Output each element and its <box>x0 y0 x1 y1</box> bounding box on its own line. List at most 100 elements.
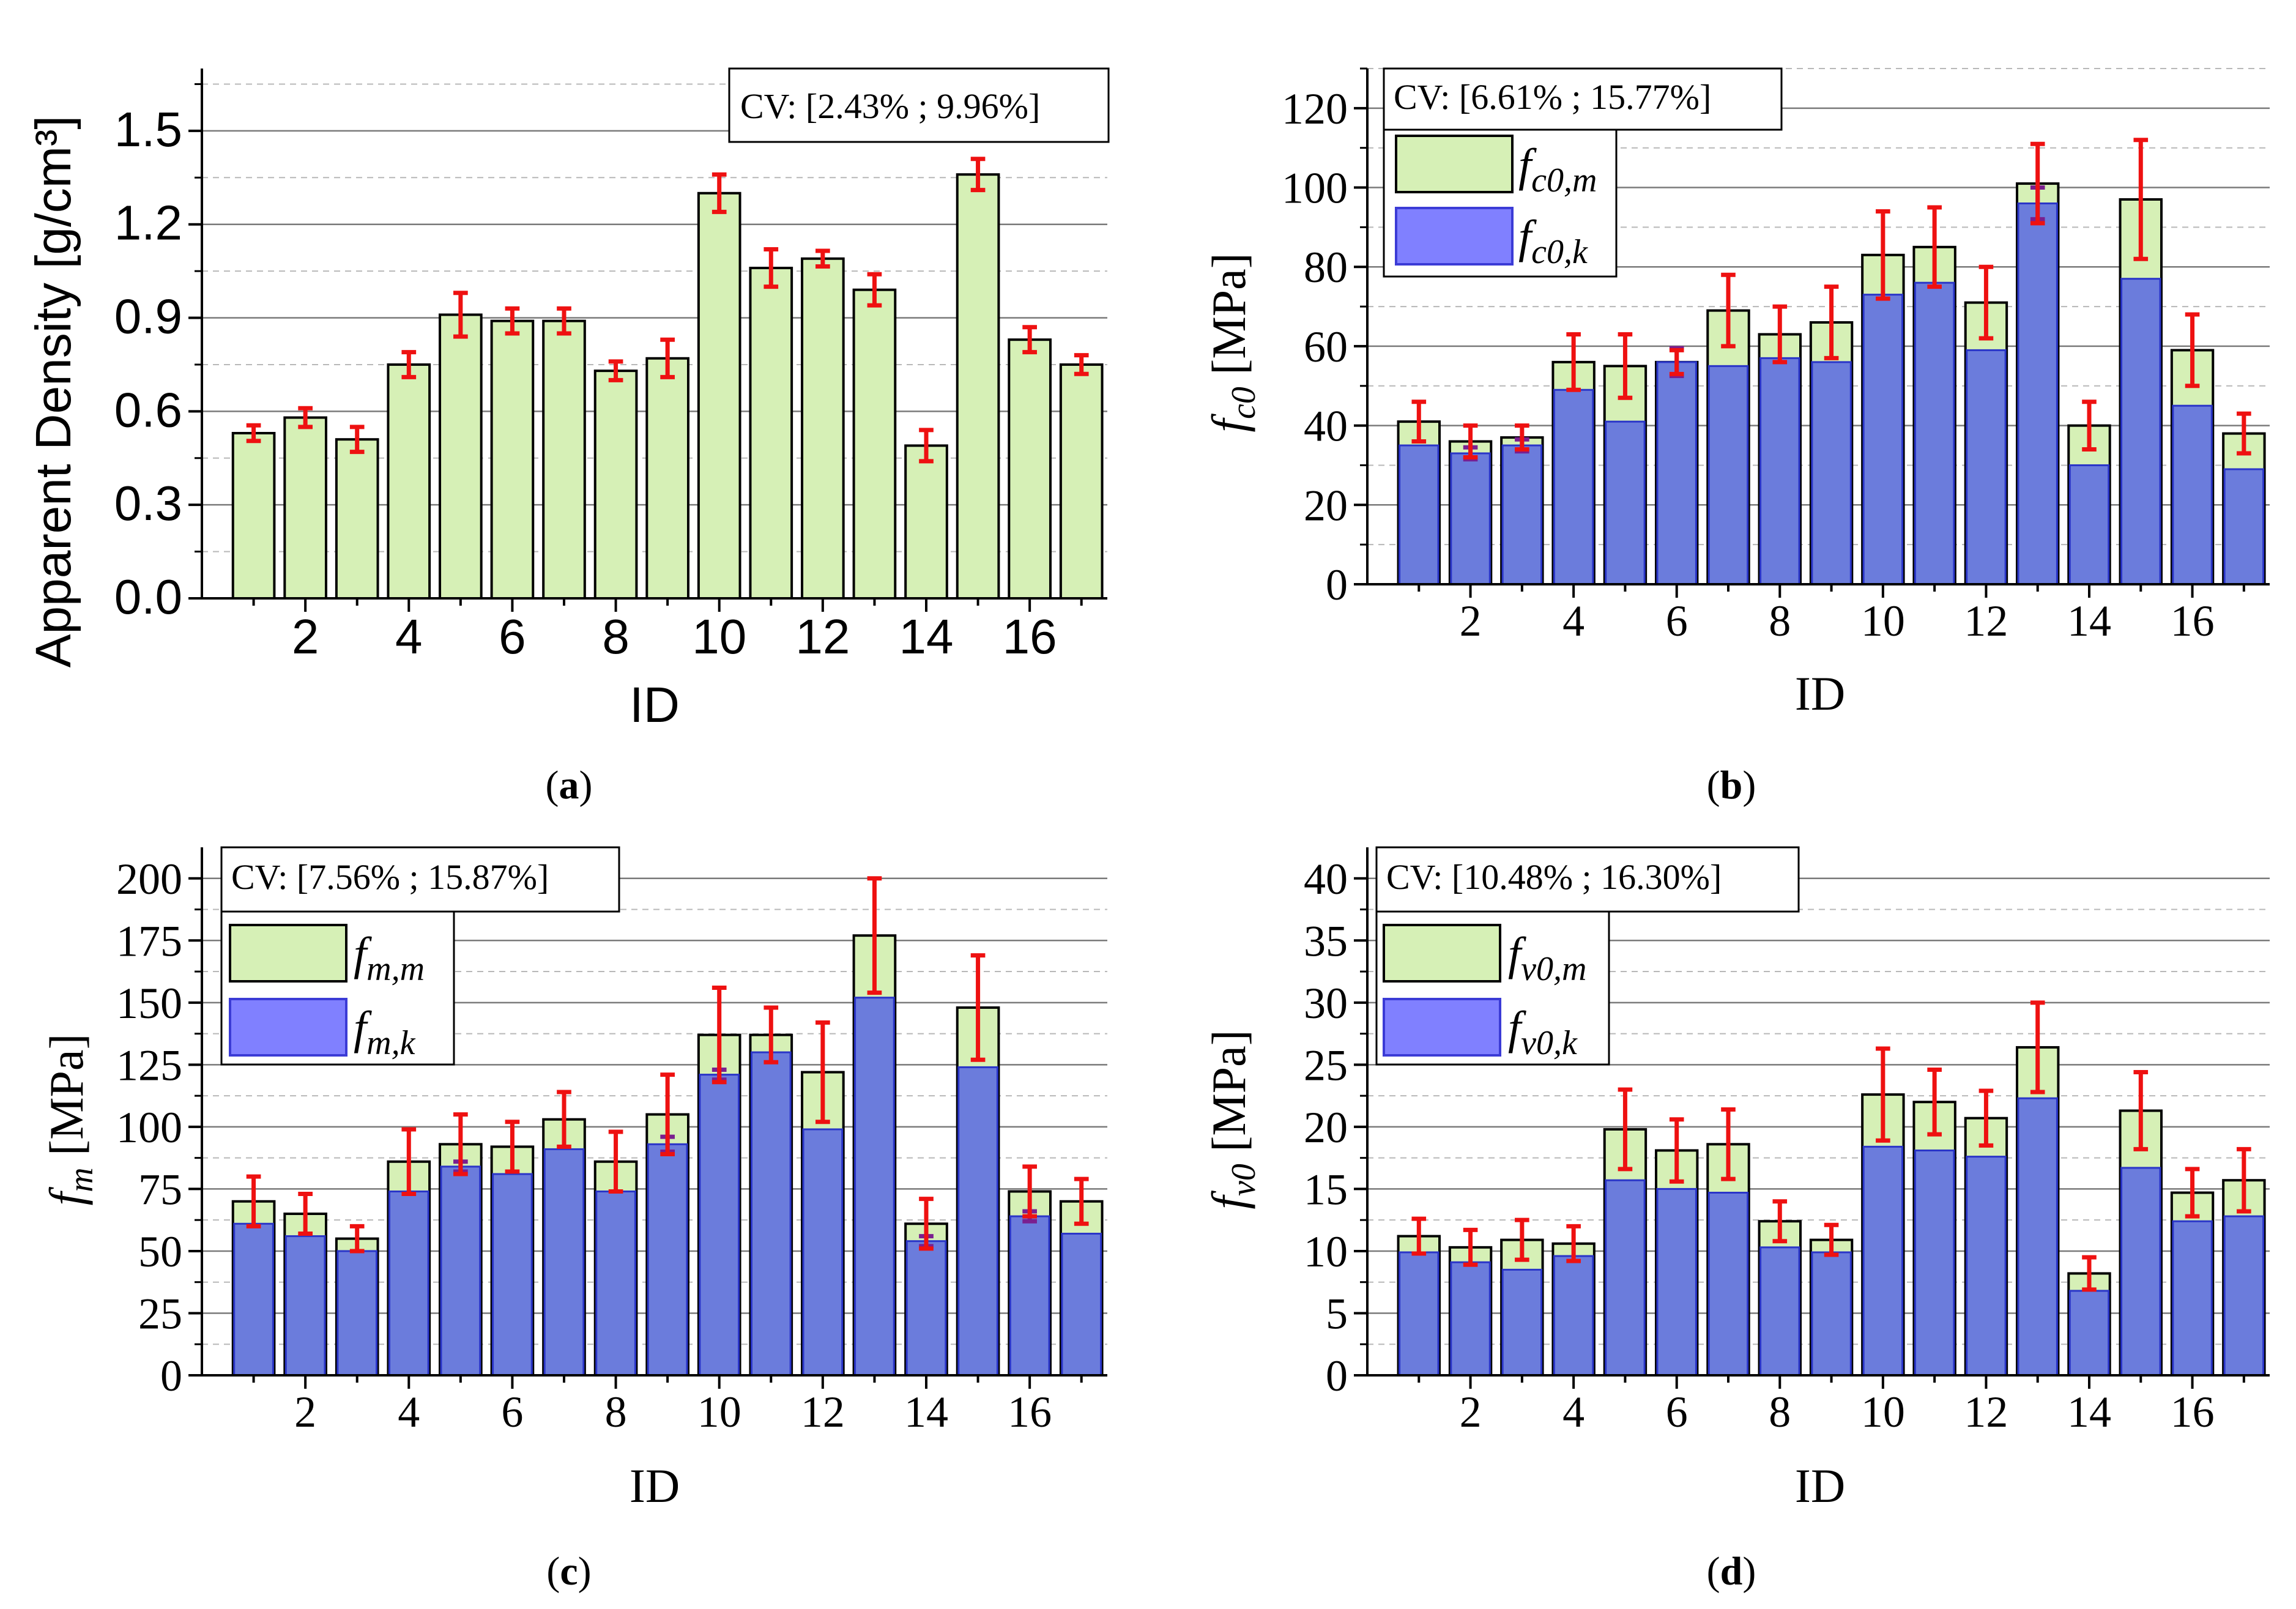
legend-label-char: fv0,k <box>1508 1002 1578 1062</box>
bar-characteristic <box>284 1235 326 1377</box>
x-tick-label: 12 <box>801 1388 845 1436</box>
bar-characteristic <box>647 1143 688 1377</box>
y-tick-label: 1.2 <box>114 196 182 250</box>
cv-text: CV: [7.56% ; 15.87%] <box>231 857 549 897</box>
legend-label-mean-sub: m,m <box>366 950 425 988</box>
y-tick-label: 20 <box>1304 1103 1348 1152</box>
x-tick-label: 14 <box>904 1388 948 1436</box>
bar-mean <box>542 319 586 600</box>
x-tick-label: 2 <box>292 609 319 664</box>
bar-characteristic <box>1707 365 1749 585</box>
bar-characteristic <box>1811 1251 1852 1377</box>
y-tick-label: 20 <box>1304 481 1348 530</box>
x-tick-label: 12 <box>795 609 850 664</box>
y-axis-title-unit: [MPa] <box>1202 253 1255 387</box>
y-tick-label: 50 <box>138 1227 182 1276</box>
y-axis-title: fv0 [MPa] <box>1202 1030 1263 1209</box>
bar-characteristic <box>1501 444 1543 585</box>
y-tick-label: 1.5 <box>114 102 182 157</box>
panel-label-d: (d) <box>1707 1549 1756 1594</box>
panel-label-close: ) <box>1742 763 1756 808</box>
y-axis-title-sub: v0 <box>1225 1164 1263 1196</box>
legend-label-mean-sub: c0,m <box>1531 162 1597 199</box>
x-tick-label: 16 <box>1008 1388 1052 1436</box>
bar-characteristic <box>1759 357 1800 585</box>
bar-characteristic <box>1966 349 2007 585</box>
panel-c: 0 25 50 75 100 125 150 175 200 2 4 6 8 10 12 14 16 CV: [… <box>40 846 1107 1594</box>
x-tick-label: 14 <box>2067 596 2111 645</box>
bar-characteristic <box>802 1128 844 1377</box>
bar-characteristic <box>2120 278 2161 585</box>
legend-swatch-mean <box>1395 135 1514 193</box>
bar-characteristic <box>2172 404 2213 585</box>
x-tick-label: 10 <box>1861 596 1905 645</box>
x-tick-label: 14 <box>899 609 954 664</box>
bar-mean <box>904 444 948 600</box>
x-tick-label: 16 <box>1003 609 1057 664</box>
panel-d-legend: fv0,m fv0,k <box>1375 910 1610 1066</box>
y-tick-label: 100 <box>1282 164 1348 213</box>
bar-characteristic <box>750 1051 792 1377</box>
bar-characteristic <box>957 1066 998 1377</box>
legend-swatch-char <box>1395 207 1514 266</box>
x-tick-label: 8 <box>1769 596 1791 645</box>
bar-characteristic <box>336 1250 378 1377</box>
x-tick-label: 6 <box>1666 1388 1688 1436</box>
x-axis-title: ID <box>630 1459 680 1512</box>
legend-label-char-sub: c0,k <box>1531 233 1588 271</box>
x-tick-label: 8 <box>602 609 630 664</box>
bar-mean <box>490 319 535 600</box>
bar-characteristic <box>2172 1220 2213 1377</box>
y-tick-label: 10 <box>1304 1227 1348 1276</box>
panel-label-c: (c) <box>546 1549 591 1594</box>
panel-b-legend: fc0,m fc0,k <box>1383 128 1618 278</box>
bar-mean <box>749 267 793 600</box>
panel-a-plot: 0.0 0.3 0.6 0.9 1.2 1.5 2 4 6 8 10 12 14 16 <box>114 69 1107 664</box>
bar-mean <box>283 416 327 600</box>
panel-label-open: ( <box>546 1549 560 1594</box>
y-tick-label: 120 <box>1282 84 1348 133</box>
x-tick-label: 10 <box>697 1388 741 1436</box>
bar-mean <box>956 173 1000 600</box>
bar-characteristic <box>492 1173 533 1377</box>
cv-text: CV: [10.48% ; 16.30%] <box>1386 857 1722 897</box>
bar-characteristic <box>233 1222 274 1377</box>
legend-swatch-mean <box>1383 924 1501 983</box>
y-tick-label: 25 <box>138 1289 182 1338</box>
legend-swatch-char <box>229 998 347 1057</box>
panel-d-plot: 0 5 10 15 20 25 30 35 40 2 4 6 8 10 12 14 16 <box>1304 847 2270 1436</box>
panel-label-b: (b) <box>1707 763 1756 808</box>
panel-label-letter: b <box>1720 763 1743 808</box>
cv-box-frame <box>220 846 620 913</box>
x-tick-label: 4 <box>395 609 423 664</box>
bar-characteristic <box>595 1190 636 1377</box>
bar-mean <box>1059 363 1104 600</box>
panel-label-open: ( <box>546 763 559 808</box>
x-tick-label: 4 <box>1562 596 1585 645</box>
bar-characteristic <box>2120 1167 2161 1377</box>
legend-label-char-sub: m,k <box>366 1024 415 1062</box>
y-tick-label: 40 <box>1304 402 1348 451</box>
y-axis-title-unit: [MPa] <box>40 1034 93 1168</box>
cv-text: CV: [2.43% ; 9.96%] <box>740 86 1040 126</box>
bar-characteristic <box>1009 1215 1050 1377</box>
bar-characteristic <box>905 1240 947 1377</box>
y-tick-label: 100 <box>116 1103 182 1152</box>
x-tick-label: 2 <box>294 1388 316 1436</box>
bar-mean <box>852 288 897 600</box>
bar-characteristic <box>1811 361 1852 585</box>
bar-characteristic <box>1707 1192 1749 1377</box>
cv-box-frame <box>1375 846 1800 913</box>
y-tick-label: 30 <box>1304 979 1348 1028</box>
y-tick-label: 175 <box>116 916 182 965</box>
legend-label-char-sub: v0,k <box>1521 1024 1578 1062</box>
bar-characteristic <box>1399 1251 1440 1377</box>
x-tick-label: 10 <box>1861 1388 1905 1436</box>
panel-label-close: ) <box>578 1549 592 1594</box>
y-axis-title: fm [MPa] <box>40 1034 100 1206</box>
bar-characteristic <box>2068 1290 2110 1377</box>
y-tick-label: 0.3 <box>114 476 182 530</box>
x-tick-label: 10 <box>692 609 746 664</box>
x-tick-label: 4 <box>1562 1388 1585 1436</box>
bar-characteristic <box>1399 444 1440 585</box>
